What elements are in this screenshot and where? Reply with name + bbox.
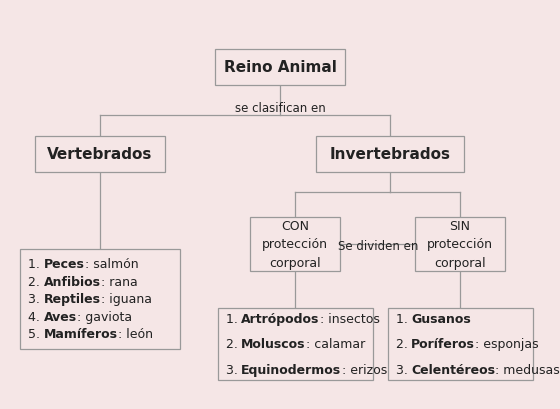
Bar (250, 218, 340, 271)
Text: 3.: 3. (395, 363, 412, 376)
Bar (316, 137, 464, 173)
Text: Moluscos: Moluscos (241, 338, 306, 351)
Text: : salmón: : salmón (85, 258, 138, 271)
Text: : esponjas: : esponjas (475, 338, 539, 351)
Text: 1.: 1. (28, 258, 44, 271)
Text: Anfibios: Anfibios (44, 275, 101, 288)
Text: Equinodermos: Equinodermos (241, 363, 342, 376)
Text: : iguana: : iguana (101, 293, 152, 306)
Text: CON
protección
corporal: CON protección corporal (262, 220, 328, 269)
Text: 1.: 1. (226, 312, 241, 326)
Text: Reino Animal: Reino Animal (223, 61, 337, 75)
Text: 2.: 2. (226, 338, 241, 351)
Text: 2.: 2. (395, 338, 412, 351)
Text: 1.: 1. (395, 312, 412, 326)
Text: Peces: Peces (44, 258, 85, 271)
Text: : gaviota: : gaviota (77, 310, 132, 323)
Text: Poríferos: Poríferos (412, 338, 475, 351)
Text: : calamar: : calamar (306, 338, 365, 351)
Text: : rana: : rana (101, 275, 138, 288)
Text: Artrópodos: Artrópodos (241, 312, 320, 326)
Text: : erizos: : erizos (342, 363, 387, 376)
Text: Gusanos: Gusanos (412, 312, 471, 326)
Text: : medusas: : medusas (496, 363, 560, 376)
Bar (388, 308, 533, 380)
Text: 4.: 4. (28, 310, 44, 323)
Text: : león: : león (118, 328, 153, 341)
Text: se clasifican en: se clasifican en (235, 101, 325, 114)
Bar (215, 50, 345, 86)
Text: 3.: 3. (28, 293, 44, 306)
Text: 2.: 2. (28, 275, 44, 288)
Bar (20, 249, 180, 349)
Text: Se dividen en: Se dividen en (338, 240, 418, 253)
Bar (35, 137, 165, 173)
Text: SIN
protección
corporal: SIN protección corporal (427, 220, 493, 269)
Text: 5.: 5. (28, 328, 44, 341)
Text: Vertebrados: Vertebrados (47, 147, 153, 162)
Bar (217, 308, 372, 380)
Bar (415, 218, 505, 271)
Text: Reptiles: Reptiles (44, 293, 101, 306)
Text: Aves: Aves (44, 310, 77, 323)
Text: 3.: 3. (226, 363, 241, 376)
Text: : insectos: : insectos (320, 312, 380, 326)
Text: Invertebrados: Invertebrados (329, 147, 450, 162)
Text: Celentéreos: Celentéreos (412, 363, 496, 376)
Text: Mamíferos: Mamíferos (44, 328, 118, 341)
